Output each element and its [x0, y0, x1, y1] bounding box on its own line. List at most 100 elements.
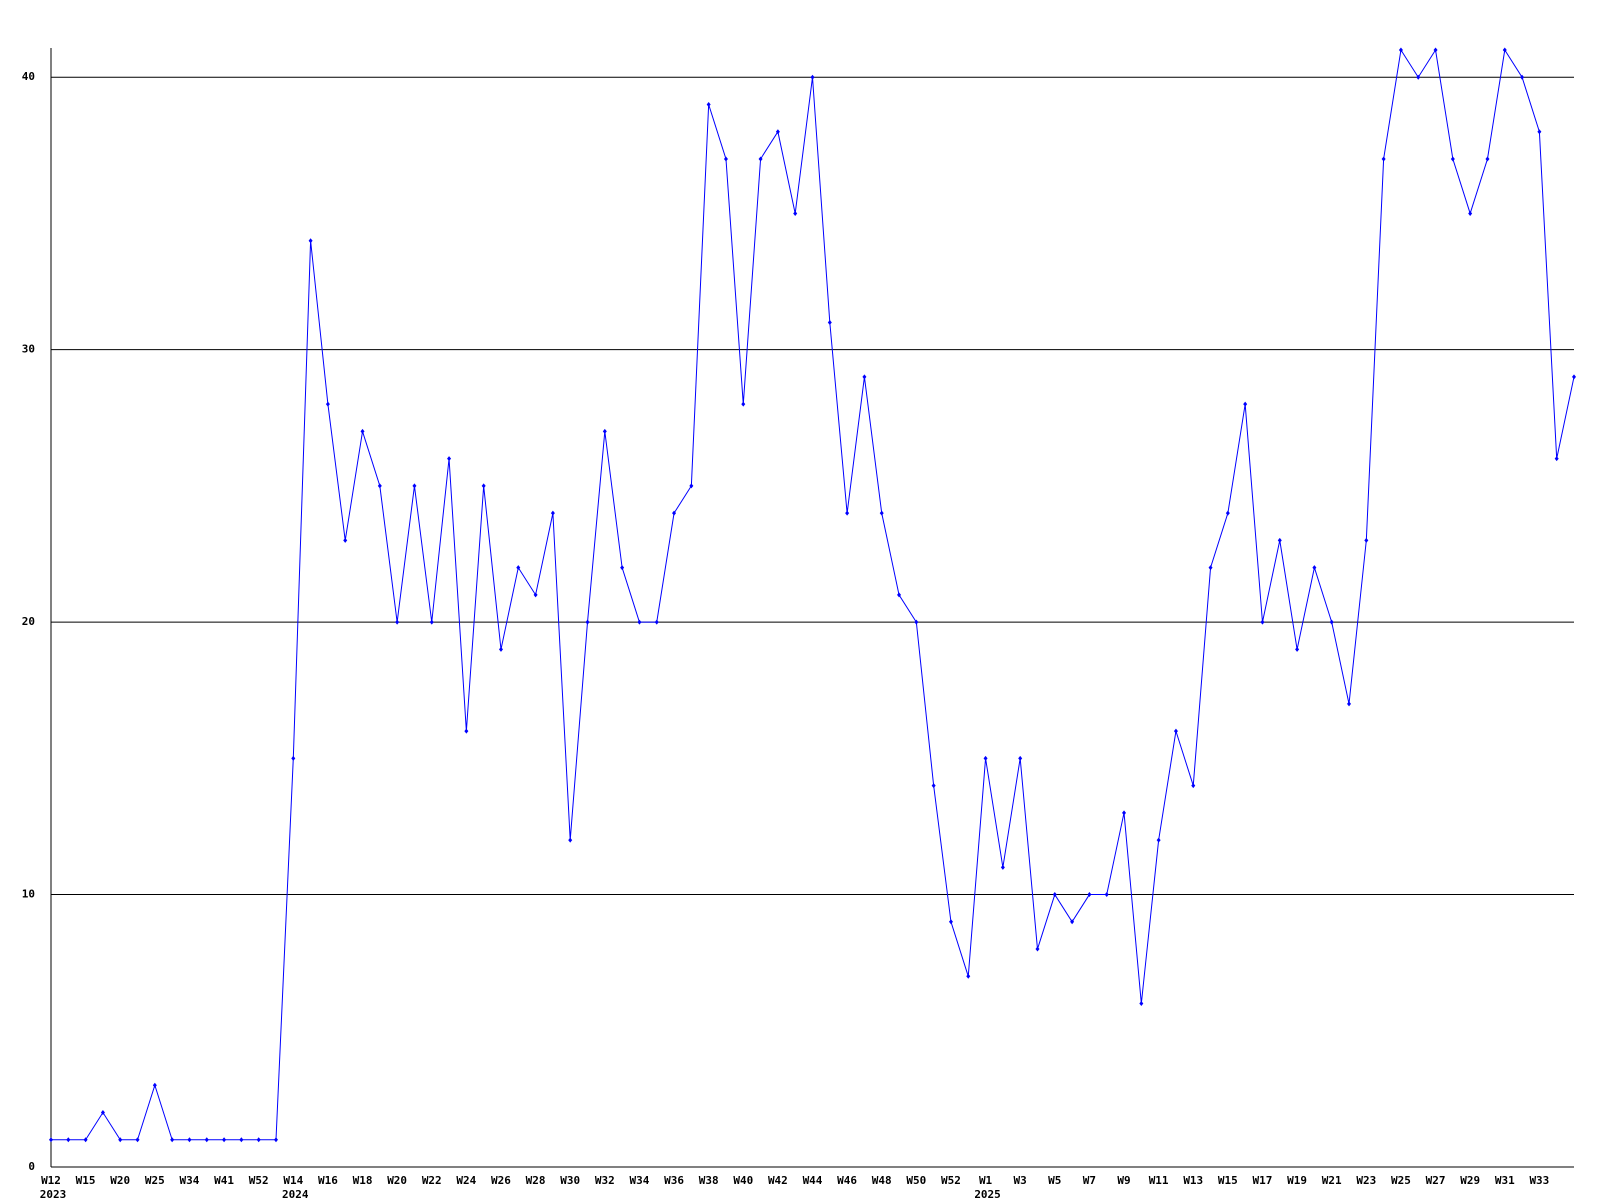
x-tick-label: W7	[1083, 1174, 1096, 1187]
series-line	[51, 48, 1575, 1141]
point-marker	[481, 483, 486, 489]
point-marker	[429, 619, 434, 625]
point-marker	[1364, 537, 1369, 543]
point-marker	[775, 129, 780, 135]
point-marker	[1243, 401, 1248, 407]
x-tick-label: W28	[526, 1174, 546, 1187]
x-tick-label: W48	[872, 1174, 892, 1187]
point-marker	[1035, 946, 1040, 952]
x-tick-label: W29	[1460, 1174, 1480, 1187]
x-tick-label: W25	[1391, 1174, 1411, 1187]
point-marker	[1052, 892, 1057, 898]
point-marker	[1225, 510, 1230, 516]
point-marker	[533, 592, 538, 598]
point-marker	[1000, 864, 1005, 870]
point-marker	[152, 1082, 157, 1088]
point-marker	[879, 510, 884, 516]
point-marker	[568, 837, 573, 843]
point-marker	[1416, 74, 1421, 80]
x-tick-label: W14	[283, 1174, 303, 1187]
y-tick-label: 0	[28, 1160, 35, 1173]
x-tick-label: W20	[110, 1174, 130, 1187]
x-tick-label: W19	[1287, 1174, 1307, 1187]
point-marker	[273, 1137, 278, 1143]
point-marker	[1295, 646, 1300, 652]
point-marker	[516, 565, 521, 571]
point-marker	[447, 456, 452, 462]
point-marker	[845, 510, 850, 516]
point-marker	[1502, 47, 1507, 53]
y-tick-label: 30	[22, 343, 35, 356]
point-marker	[377, 483, 382, 489]
point-marker	[49, 1137, 53, 1143]
x-tick-label: W23	[1356, 1174, 1376, 1187]
point-marker	[723, 156, 728, 162]
x-tick-label: W40	[733, 1174, 753, 1187]
point-marker	[602, 428, 607, 434]
point-marker	[412, 483, 417, 489]
point-marker	[931, 783, 936, 789]
point-marker	[204, 1137, 209, 1143]
point-marker	[291, 755, 296, 761]
point-marker	[256, 1137, 261, 1143]
x-tick-label: W44	[803, 1174, 823, 1187]
x-tick-label: W26	[491, 1174, 511, 1187]
point-marker	[1070, 919, 1075, 925]
point-marker	[1312, 565, 1317, 571]
point-marker	[1381, 156, 1386, 162]
x-tick-label: W34	[180, 1174, 200, 1187]
point-marker	[100, 1110, 105, 1116]
x-tick-label: W13	[1183, 1174, 1203, 1187]
x-tick-label: W41	[214, 1174, 234, 1187]
point-marker	[1191, 783, 1196, 789]
x-year-label: 2024	[282, 1188, 309, 1200]
point-marker	[170, 1137, 175, 1143]
point-marker	[1347, 701, 1352, 707]
x-tick-label: W24	[456, 1174, 476, 1187]
point-marker	[585, 619, 590, 625]
x-tick-label: W27	[1426, 1174, 1446, 1187]
point-marker	[620, 565, 625, 571]
x-tick-label: W42	[768, 1174, 788, 1187]
y-tick-label: 10	[22, 888, 35, 901]
x-tick-label: W15	[76, 1174, 96, 1187]
point-marker	[135, 1137, 140, 1143]
point-marker	[689, 483, 694, 489]
point-marker	[1485, 156, 1490, 162]
point-marker	[1537, 129, 1542, 135]
point-marker	[741, 401, 746, 407]
x-tick-label: W18	[353, 1174, 373, 1187]
point-marker	[672, 510, 677, 516]
point-marker	[966, 973, 971, 979]
x-tick-label: W52	[249, 1174, 269, 1187]
x-tick-label: W31	[1495, 1174, 1515, 1187]
point-marker	[1087, 892, 1092, 898]
point-marker	[897, 592, 902, 598]
point-marker	[758, 156, 763, 162]
point-marker	[706, 101, 711, 107]
point-marker	[1173, 728, 1178, 734]
x-tick-label: W22	[422, 1174, 442, 1187]
point-marker	[1398, 47, 1403, 53]
point-marker	[1139, 1001, 1144, 1007]
point-marker	[1208, 565, 1213, 571]
point-marker	[343, 537, 348, 543]
point-marker	[464, 728, 469, 734]
point-marker	[187, 1137, 192, 1143]
x-tick-label: W11	[1149, 1174, 1169, 1187]
x-tick-label: W20	[387, 1174, 407, 1187]
point-marker	[498, 646, 503, 652]
x-tick-label: W38	[699, 1174, 719, 1187]
point-marker	[1260, 619, 1265, 625]
point-marker	[654, 619, 659, 625]
x-tick-label: W17	[1253, 1174, 1273, 1187]
point-marker	[1572, 374, 1576, 380]
x-tick-label: W5	[1048, 1174, 1061, 1187]
point-marker	[118, 1137, 123, 1143]
point-marker	[948, 919, 953, 925]
point-marker	[1433, 47, 1438, 53]
point-marker	[793, 210, 798, 216]
point-marker	[66, 1137, 71, 1143]
x-year-label: 2025	[974, 1188, 1001, 1200]
x-tick-label: W1	[979, 1174, 993, 1187]
